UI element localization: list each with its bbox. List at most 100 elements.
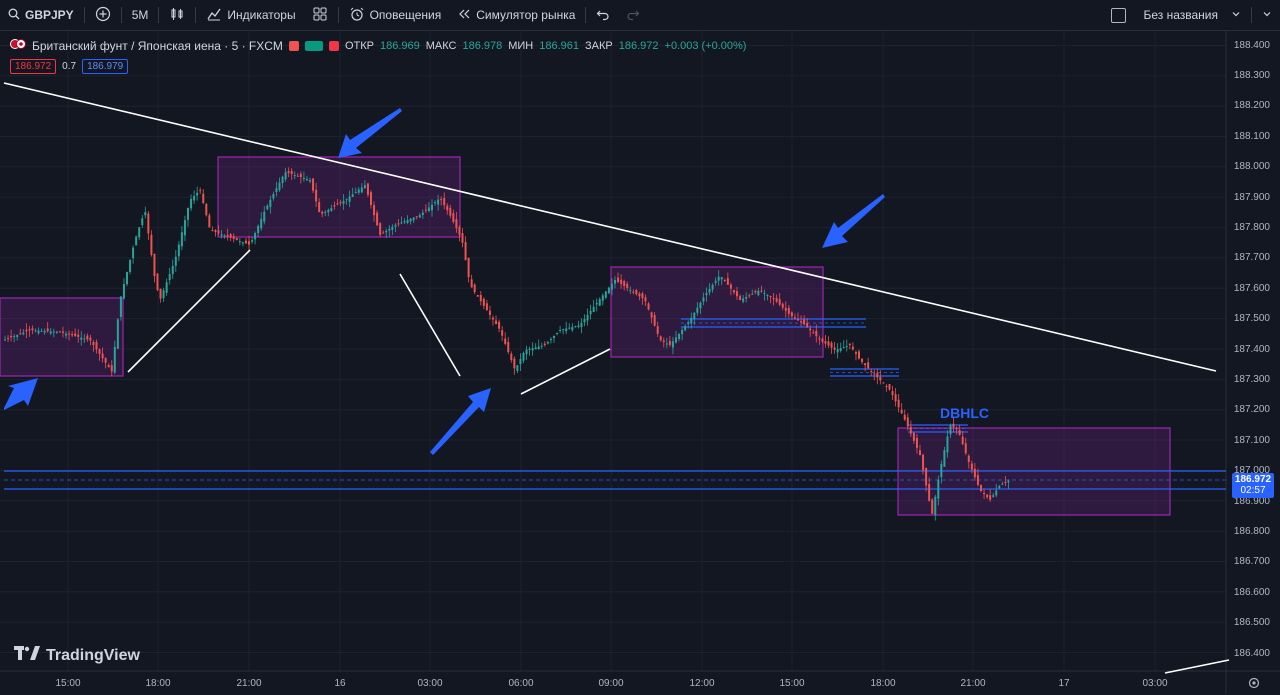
separator	[1251, 7, 1252, 23]
replay-button[interactable]: Симулятор рынка	[449, 0, 583, 30]
level-zone[interactable]	[681, 318, 866, 328]
trend-line[interactable]	[399, 273, 461, 377]
candle-body	[522, 353, 525, 361]
candle-body	[357, 189, 360, 193]
candle-body	[644, 297, 647, 302]
alerts-button[interactable]: Оповещения	[341, 0, 450, 30]
candle-body	[34, 330, 37, 332]
candle-body	[196, 192, 199, 196]
layouts-button[interactable]	[304, 0, 336, 30]
series-title[interactable]: Британский фунт / Японская иена · 5 · FX…	[32, 38, 283, 53]
level-zone[interactable]	[830, 368, 899, 377]
interval-button[interactable]: 5М	[124, 0, 157, 30]
symbol-search[interactable]: GBPJPY	[0, 0, 82, 30]
range-box[interactable]	[0, 297, 124, 377]
spread-value: 0.7	[62, 61, 77, 72]
candle-body	[40, 330, 43, 332]
candle-body	[482, 298, 485, 306]
candle-body	[315, 189, 318, 202]
indicators-button[interactable]: Индикаторы	[198, 0, 303, 30]
candle-body	[211, 230, 214, 232]
grid-icon	[312, 6, 328, 25]
time-tick: 16	[334, 678, 346, 689]
candle-body	[488, 310, 491, 315]
candle-body	[641, 293, 644, 299]
candle-body	[385, 230, 388, 233]
arrow-up-right[interactable]	[430, 388, 491, 455]
candle-body	[919, 450, 921, 455]
candle-body	[858, 351, 860, 359]
level-zone[interactable]	[908, 424, 968, 433]
candle-body	[992, 495, 995, 497]
layout-select[interactable]: Без названия	[1103, 0, 1249, 30]
candle-body	[812, 332, 815, 334]
trend-line[interactable]	[127, 249, 251, 373]
candle-body	[424, 209, 427, 211]
support-zone[interactable]	[4, 470, 1226, 490]
chart-annotation-text[interactable]: DBHLC	[940, 405, 989, 421]
candle-body	[1004, 481, 1007, 483]
trend-line[interactable]	[520, 348, 611, 395]
candle-body	[983, 492, 986, 495]
sell-button[interactable]: 186.972	[10, 59, 57, 74]
candle-body	[476, 295, 479, 297]
settings-button[interactable]	[1247, 676, 1261, 695]
candle-body	[400, 222, 403, 224]
candle-body	[46, 328, 49, 332]
candle-body	[119, 296, 122, 317]
candle-body	[431, 204, 433, 211]
candle-body	[238, 241, 241, 243]
undo-button[interactable]	[588, 0, 618, 30]
buy-button[interactable]: 186.979	[82, 59, 129, 74]
candle-body	[937, 479, 940, 499]
candle-body	[577, 325, 580, 327]
candle-body	[348, 196, 351, 202]
candle-body	[159, 288, 162, 299]
compare-button[interactable]	[87, 0, 119, 30]
more-button[interactable]	[1254, 0, 1280, 30]
candle-body	[507, 341, 510, 352]
trend-line[interactable]	[1164, 659, 1230, 674]
candle-body	[406, 219, 409, 223]
candle-body	[86, 335, 89, 340]
candle-body	[592, 306, 595, 313]
candle-body	[232, 236, 235, 239]
candle-body	[290, 170, 293, 175]
candle-body	[339, 202, 342, 204]
candle-body	[842, 347, 845, 349]
candle-body	[784, 307, 787, 311]
chart-canvas[interactable]	[0, 31, 1280, 694]
search-icon	[8, 8, 20, 23]
candle-body	[4, 339, 6, 341]
current-price-value: 186.972	[1234, 474, 1272, 485]
chart-type-button[interactable]	[161, 0, 193, 30]
candle-body	[809, 328, 812, 331]
candle-body	[806, 322, 809, 328]
candle-body	[223, 235, 226, 237]
trend-line[interactable]	[3, 82, 1217, 372]
candle-body	[287, 171, 290, 174]
layout-name: Без названия	[1143, 8, 1218, 22]
candle-body	[980, 484, 982, 491]
price-tick: 188.200	[1233, 100, 1270, 111]
time-tick: 18:00	[145, 678, 171, 689]
range-box[interactable]	[610, 266, 824, 358]
close-label: ЗАКР	[585, 39, 613, 52]
arrow-down-left[interactable]	[338, 108, 402, 158]
candle-body	[961, 436, 964, 445]
candle-body	[610, 283, 613, 290]
candle-body	[617, 277, 620, 283]
candle-body	[141, 218, 144, 226]
series-legend: Британский фунт / Японская иена · 5 · FX…	[10, 38, 746, 53]
bar-countdown: 02:57	[1240, 485, 1266, 496]
range-box[interactable]	[217, 156, 461, 238]
arrow-down-left[interactable]	[822, 194, 885, 248]
candle-body	[827, 341, 830, 346]
redo-icon	[626, 7, 640, 24]
eye-icon[interactable]	[304, 40, 323, 51]
redo-button[interactable]	[618, 0, 648, 30]
arrow-up-right[interactable]	[4, 378, 38, 410]
candle-body	[989, 495, 992, 500]
tradingview-logo[interactable]: TradingView	[14, 646, 140, 665]
time-tick: 15:00	[55, 678, 81, 689]
